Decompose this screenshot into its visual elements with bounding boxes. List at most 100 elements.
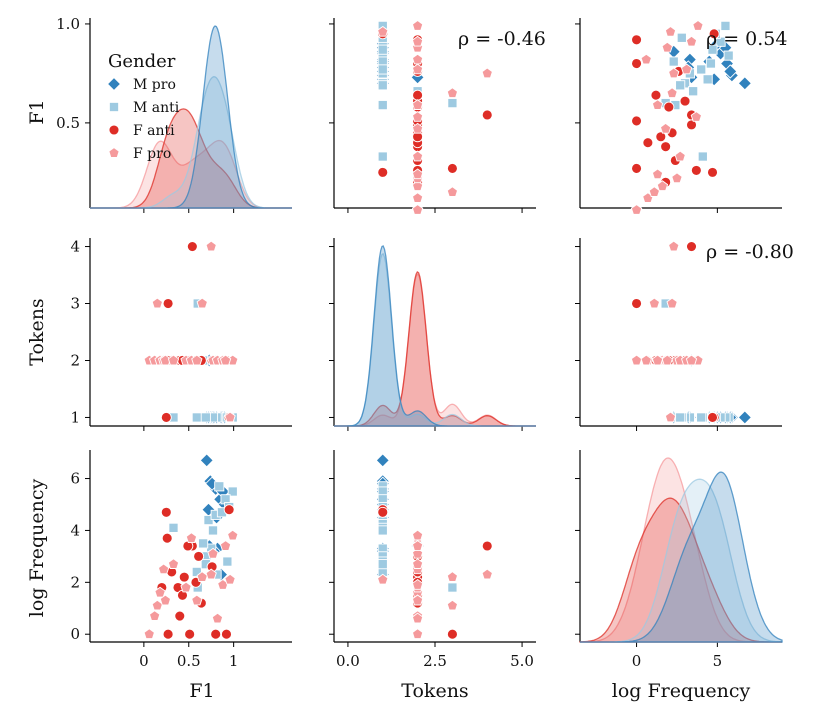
point-f-pro	[664, 25, 677, 37]
point-f-anti	[642, 137, 654, 149]
point-m-pro	[199, 453, 214, 468]
point-f-pro	[411, 63, 424, 75]
point-f-anti	[690, 164, 702, 176]
point-f-pro	[211, 612, 224, 624]
point-f-anti	[631, 115, 643, 127]
legend-label: F anti	[133, 123, 175, 139]
legend-marker-f-anti	[108, 124, 120, 136]
point-f-pro	[651, 354, 664, 366]
point-f-anti	[186, 241, 198, 252]
point-m-pro	[723, 64, 738, 79]
point-f-pro	[411, 168, 424, 180]
point-m-anti	[203, 515, 214, 526]
point-f-anti	[377, 506, 389, 518]
point-f-pro	[196, 297, 208, 309]
correlation-label: ρ = 0.54	[706, 28, 787, 50]
point-m-anti	[227, 486, 238, 497]
point-f-pro	[159, 594, 172, 606]
y-tick-label: 1.0	[56, 15, 80, 33]
point-m-anti	[198, 538, 209, 549]
point-f-anti	[707, 412, 718, 423]
y-axis-label-f1: F1	[26, 99, 48, 124]
point-f-pro	[446, 87, 459, 99]
point-m-anti	[688, 86, 699, 97]
legend-marker-m-pro	[106, 76, 122, 92]
point-f-pro	[630, 204, 643, 215]
point-m-anti	[707, 44, 718, 55]
point-f-pro	[185, 532, 198, 544]
point-f-anti	[184, 628, 196, 640]
point-f-pro	[446, 186, 459, 197]
point-m-anti	[377, 44, 388, 55]
point-f-pro	[481, 568, 493, 580]
legend-marker-m-anti	[108, 101, 120, 113]
point-f-anti	[631, 58, 643, 69]
point-f-anti	[663, 101, 675, 113]
point-f-anti	[174, 610, 186, 622]
point-f-pro	[446, 599, 459, 611]
point-f-anti	[655, 131, 667, 143]
point-f-pro	[154, 586, 166, 598]
point-f-pro	[411, 540, 424, 551]
point-f-pro	[685, 354, 698, 366]
point-f-pro	[227, 529, 239, 541]
legend-label: M anti	[133, 100, 180, 116]
point-f-pro	[377, 25, 389, 37]
point-f-pro	[377, 573, 389, 585]
x-tick-label: 5.0	[510, 652, 534, 670]
point-f-pro	[648, 297, 661, 309]
point-m-anti	[697, 151, 708, 162]
point-m-anti	[200, 412, 211, 423]
x-tick-label: 0	[139, 652, 149, 670]
point-f-pro	[651, 99, 664, 110]
y-tick-label: 2	[70, 573, 80, 591]
point-f-pro	[411, 150, 424, 162]
point-f-anti	[210, 628, 222, 640]
point-f-anti	[446, 162, 458, 174]
point-f-anti	[707, 166, 718, 178]
point-f-pro	[411, 122, 424, 134]
y-tick-label: 6	[70, 470, 80, 488]
point-f-pro	[411, 529, 424, 541]
point-m-pro	[737, 76, 752, 91]
y-tick-label: 0.5	[56, 114, 80, 132]
point-f-pro	[224, 573, 236, 585]
point-f-anti	[631, 162, 643, 174]
point-f-anti	[160, 506, 172, 518]
x-tick-label: 2.5	[423, 652, 447, 670]
x-tick-label: 0.5	[177, 652, 201, 670]
point-f-pro	[685, 35, 698, 47]
point-f-anti	[631, 34, 643, 46]
point-f-pro	[191, 354, 203, 366]
point-m-anti	[168, 522, 179, 533]
point-f-pro	[411, 35, 424, 47]
y-axis-label-tokens: Tokens	[26, 298, 48, 365]
point-f-pro	[167, 558, 180, 569]
point-f-pro	[680, 63, 693, 75]
point-f-anti	[660, 141, 672, 153]
y-tick-label: 4	[70, 238, 80, 256]
point-f-anti	[160, 412, 172, 423]
point-f-anti	[446, 628, 458, 640]
kde-m-pro	[580, 471, 783, 643]
point-f-anti	[221, 628, 232, 640]
point-m-anti	[377, 559, 388, 570]
point-f-pro	[411, 19, 424, 31]
legend-label: M pro	[133, 77, 176, 93]
point-f-pro	[674, 150, 686, 162]
point-f-anti	[481, 540, 493, 552]
point-f-pro	[692, 19, 704, 31]
point-f-anti	[686, 241, 697, 252]
point-f-pro	[411, 578, 424, 590]
point-m-anti	[675, 412, 686, 423]
point-m-anti	[222, 556, 233, 567]
point-m-anti	[377, 64, 388, 75]
point-m-anti	[377, 525, 388, 536]
point-m-anti	[675, 80, 686, 91]
point-f-pro	[180, 581, 192, 593]
kde-f-anti	[334, 270, 536, 427]
point-f-anti	[481, 109, 493, 121]
point-f-pro	[207, 547, 219, 559]
point-f-pro	[651, 168, 664, 180]
